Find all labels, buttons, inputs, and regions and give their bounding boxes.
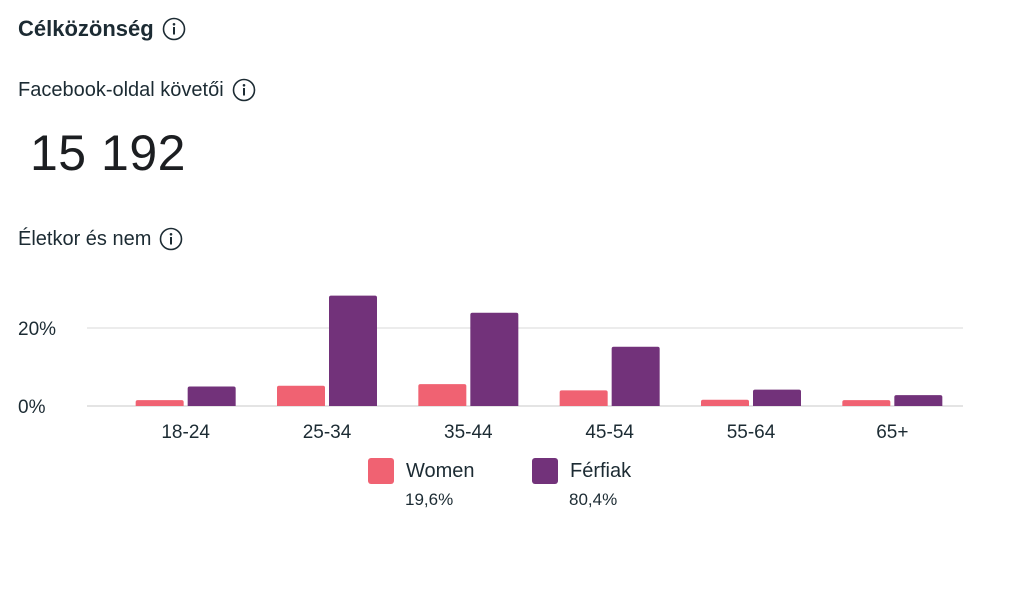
bar-women-45-54[interactable] [559,390,608,406]
chart-legend: Women 19,6% Férfiak 80,4% [368,458,696,510]
followers-label: Facebook-oldal követői [18,78,224,101]
legend-percentage: 80,4% [569,490,618,509]
bar-men-25-34[interactable] [329,295,377,406]
age-gender-chart: 0% 20% 18-24 25-34 35-44 45-54 55-64 65+ [18,295,963,443]
bar-men-65+[interactable] [894,395,943,406]
section-title: Célközönség [18,16,186,42]
x-tick-label: 25-34 [303,422,352,443]
legend-label: Women [406,459,475,482]
age-gender-heading: Életkor és nem [18,227,183,251]
bar-men-18-24[interactable] [187,386,236,407]
legend-item-women[interactable]: Women 19,6% [368,458,532,510]
legend-label: Férfiak [570,459,632,482]
followers-heading: Facebook-oldal követői [18,78,256,102]
bar-women-18-24[interactable] [135,400,184,406]
bar-men-55-64[interactable] [753,389,801,406]
info-icon[interactable] [162,17,186,41]
info-icon[interactable] [232,78,256,102]
section-title-text: Célközönség [18,16,154,41]
followers-count: 15 192 [30,125,186,181]
bar-men-35-44[interactable] [470,312,519,406]
legend-percentage: 19,6% [405,490,454,509]
y-tick-label: 0% [18,397,46,418]
bar-men-45-54[interactable] [611,346,660,406]
x-tick-label: 35-44 [444,422,493,443]
bar-women-55-64[interactable] [701,399,749,406]
age-gender-label: Életkor és nem [18,227,152,250]
x-tick-label: 55-64 [727,422,776,443]
bar-women-25-34[interactable] [277,385,325,406]
x-tick-label: 45-54 [585,422,634,443]
legend-swatch-women [368,458,394,484]
x-tick-label: 18-24 [161,422,210,443]
bar-women-65+[interactable] [842,400,891,406]
info-icon[interactable] [159,227,183,251]
y-tick-label: 20% [18,319,56,340]
legend-item-men[interactable]: Férfiak 80,4% [532,458,696,510]
x-tick-label: 65+ [876,422,908,443]
bar-women-35-44[interactable] [418,384,467,406]
legend-swatch-men [532,458,558,484]
